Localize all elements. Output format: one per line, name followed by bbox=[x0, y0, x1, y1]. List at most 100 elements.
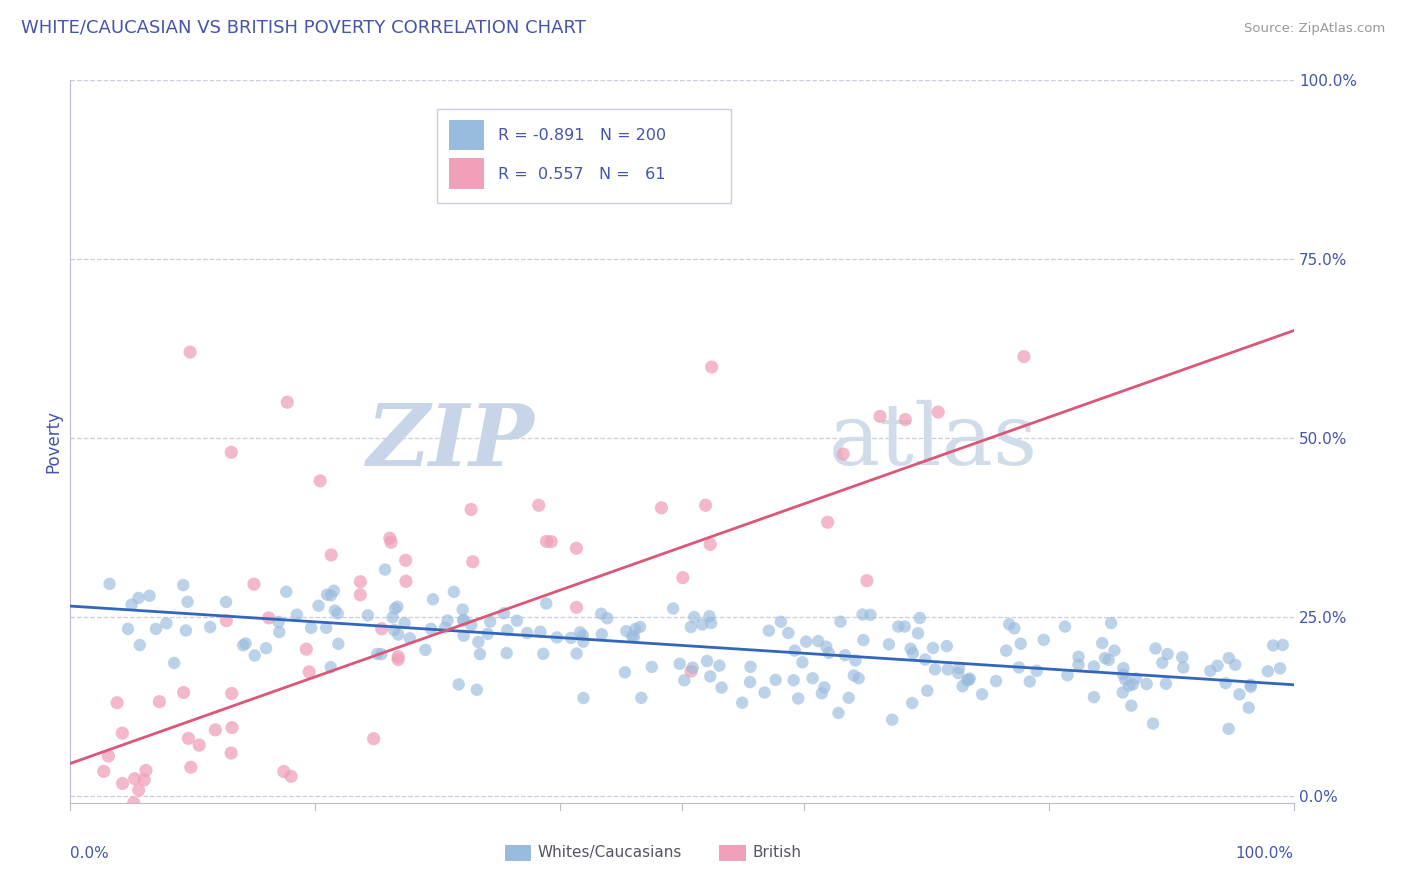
Point bbox=[778, 626, 800, 640]
Point bbox=[1018, 674, 1040, 689]
Point bbox=[682, 660, 704, 674]
Point bbox=[122, 796, 145, 810]
Point bbox=[1144, 641, 1167, 656]
Point bbox=[1091, 636, 1114, 650]
Point bbox=[948, 666, 970, 681]
Point bbox=[614, 665, 637, 680]
Point bbox=[787, 691, 810, 706]
Point bbox=[914, 652, 936, 666]
Point bbox=[901, 696, 924, 710]
Point bbox=[690, 617, 713, 632]
Point bbox=[135, 764, 157, 778]
Point bbox=[1152, 656, 1174, 670]
Point bbox=[93, 764, 115, 779]
Point bbox=[782, 673, 804, 688]
Point bbox=[387, 649, 409, 664]
Point bbox=[257, 611, 280, 625]
Point bbox=[380, 535, 402, 549]
Point bbox=[395, 553, 418, 567]
Point bbox=[179, 345, 201, 359]
Point bbox=[492, 607, 515, 621]
FancyBboxPatch shape bbox=[718, 845, 745, 861]
Point bbox=[596, 611, 619, 625]
Point bbox=[1112, 661, 1135, 675]
Point bbox=[927, 405, 949, 419]
Point bbox=[316, 588, 339, 602]
Point bbox=[1125, 672, 1147, 686]
Point bbox=[1118, 679, 1140, 693]
Point bbox=[699, 669, 721, 683]
Point bbox=[188, 738, 211, 752]
Point bbox=[907, 626, 929, 640]
Point bbox=[453, 613, 475, 627]
Point bbox=[280, 769, 302, 783]
Point bbox=[572, 628, 595, 642]
Point bbox=[546, 631, 568, 645]
Point bbox=[467, 635, 489, 649]
Point bbox=[1240, 680, 1263, 694]
Point bbox=[1142, 716, 1164, 731]
Point bbox=[952, 679, 974, 693]
Point bbox=[394, 615, 416, 630]
Point bbox=[349, 574, 371, 589]
Point bbox=[1218, 722, 1240, 736]
Point bbox=[434, 621, 457, 635]
Point bbox=[419, 622, 441, 636]
Point bbox=[267, 615, 290, 629]
Point bbox=[769, 615, 792, 629]
Point bbox=[672, 571, 695, 585]
Point bbox=[995, 643, 1018, 657]
Point bbox=[319, 660, 342, 674]
Point bbox=[565, 647, 588, 661]
Point bbox=[1218, 651, 1240, 665]
Text: R =  0.557   N =   61: R = 0.557 N = 61 bbox=[499, 167, 666, 182]
Point bbox=[443, 585, 465, 599]
Point bbox=[465, 682, 488, 697]
Point bbox=[922, 640, 945, 655]
Point bbox=[145, 622, 167, 636]
Point bbox=[630, 690, 652, 705]
Point bbox=[299, 621, 322, 635]
Point bbox=[696, 654, 718, 668]
Point bbox=[683, 610, 706, 624]
Point bbox=[1121, 698, 1143, 713]
Point bbox=[387, 652, 409, 666]
Point bbox=[163, 656, 186, 670]
Point bbox=[998, 617, 1021, 632]
Point bbox=[887, 619, 910, 633]
Point bbox=[527, 498, 550, 512]
Point bbox=[681, 664, 703, 678]
Point bbox=[877, 637, 900, 651]
Point bbox=[628, 620, 651, 634]
Point bbox=[322, 583, 344, 598]
Point bbox=[506, 614, 529, 628]
Point bbox=[894, 412, 917, 426]
Point bbox=[366, 647, 388, 661]
Point bbox=[536, 534, 558, 549]
Point bbox=[536, 597, 558, 611]
Point bbox=[668, 657, 690, 671]
Point bbox=[516, 626, 538, 640]
Point bbox=[1094, 651, 1116, 665]
Point bbox=[97, 749, 120, 764]
Point bbox=[370, 647, 392, 661]
Point bbox=[1032, 632, 1054, 647]
Point bbox=[1002, 621, 1025, 635]
Point bbox=[1112, 667, 1135, 681]
Point bbox=[460, 618, 482, 632]
Point bbox=[453, 629, 475, 643]
Point bbox=[901, 646, 924, 660]
Point bbox=[1263, 639, 1285, 653]
Point bbox=[308, 599, 330, 613]
Point bbox=[807, 634, 830, 648]
Text: Source: ZipAtlas.com: Source: ZipAtlas.com bbox=[1244, 22, 1385, 36]
Point bbox=[124, 772, 146, 786]
Point bbox=[1083, 690, 1105, 705]
FancyBboxPatch shape bbox=[450, 158, 484, 189]
Point bbox=[834, 648, 856, 663]
Point bbox=[172, 578, 194, 592]
Point bbox=[917, 683, 939, 698]
Point bbox=[956, 673, 979, 688]
Point bbox=[842, 668, 865, 682]
Point bbox=[319, 588, 342, 602]
